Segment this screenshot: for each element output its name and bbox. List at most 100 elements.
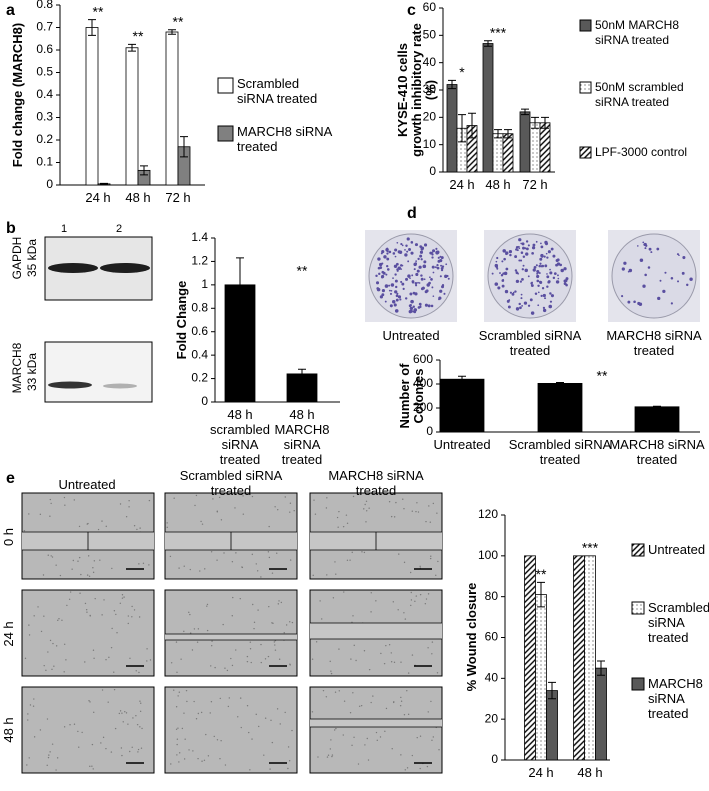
- cell: [55, 645, 58, 647]
- x-tick-label: MARCH8 siRNA treated: [609, 437, 705, 467]
- colony: [659, 279, 662, 282]
- error-bar: [180, 136, 188, 158]
- annotation: ***: [490, 25, 507, 41]
- colony: [627, 300, 631, 304]
- cell: [368, 507, 370, 509]
- cell: [47, 756, 50, 759]
- colony: [406, 250, 409, 253]
- colony: [552, 254, 556, 258]
- cell: [138, 671, 140, 674]
- cell: [146, 648, 148, 650]
- cell: [63, 726, 66, 728]
- error-bar: [236, 257, 244, 313]
- colony: [520, 297, 523, 300]
- colony: [504, 289, 509, 294]
- cell: [216, 739, 219, 741]
- colony: [415, 272, 419, 277]
- colony: [556, 258, 560, 262]
- colony: [414, 292, 418, 296]
- colony: [501, 284, 505, 288]
- cell: [113, 671, 115, 673]
- cell: [315, 641, 318, 643]
- colony: [514, 255, 518, 259]
- cell: [220, 519, 223, 521]
- cell: [376, 739, 378, 742]
- cell: [436, 672, 439, 674]
- colony: [431, 253, 434, 256]
- cell: [173, 689, 175, 691]
- colony: [389, 304, 393, 308]
- cell: [137, 751, 139, 753]
- colony: [383, 255, 387, 259]
- colony: [686, 283, 689, 287]
- colony: [537, 284, 540, 287]
- cell: [129, 750, 131, 753]
- cell: [267, 551, 270, 553]
- cell: [424, 603, 427, 605]
- colony: [512, 291, 515, 294]
- colony: [530, 282, 533, 285]
- colony: [519, 306, 522, 310]
- cell: [32, 705, 35, 707]
- cell: [397, 609, 399, 611]
- colony: [405, 244, 408, 248]
- colony: [430, 304, 434, 308]
- cell: [88, 700, 90, 702]
- cell: [250, 661, 252, 664]
- cell: [393, 701, 395, 703]
- column-header: Untreated: [58, 477, 116, 492]
- colony: [409, 277, 411, 280]
- colony: [404, 253, 408, 257]
- bar: [537, 382, 583, 433]
- cell: [28, 634, 31, 636]
- cell: [78, 525, 81, 528]
- cell: [380, 652, 382, 655]
- colony: [386, 268, 390, 271]
- y-tick-label: 0.5: [36, 65, 53, 79]
- colony: [536, 279, 540, 283]
- cell: [239, 597, 241, 600]
- cell: [110, 646, 113, 649]
- colony: [400, 280, 403, 283]
- colony: [440, 256, 444, 260]
- colony: [497, 286, 501, 290]
- colony: [633, 300, 636, 304]
- cell: [400, 696, 402, 699]
- cell: [429, 557, 432, 560]
- cell: [293, 509, 295, 512]
- cell: [410, 604, 412, 607]
- cell: [313, 499, 315, 501]
- cell: [88, 575, 91, 577]
- cell: [390, 661, 393, 663]
- cell: [342, 525, 345, 528]
- colony: [548, 304, 553, 309]
- colony: [519, 280, 522, 283]
- colony: [550, 294, 554, 298]
- colony: [529, 298, 533, 302]
- cell: [45, 669, 47, 672]
- colony: [440, 269, 444, 272]
- colony: [518, 238, 522, 242]
- cell: [365, 500, 368, 502]
- lane-label: 1: [61, 223, 68, 235]
- colony: [400, 242, 403, 246]
- cell: [235, 649, 237, 651]
- wound-image: [164, 686, 298, 774]
- colony: [515, 248, 518, 251]
- colony: [521, 278, 524, 281]
- colony: [422, 286, 425, 290]
- colony: [394, 279, 398, 283]
- y-tick-label: 0: [46, 177, 53, 191]
- blot-band: [100, 263, 150, 273]
- bar: [546, 690, 558, 761]
- cell: [388, 501, 391, 503]
- y-tick-label: 0.2: [36, 132, 53, 146]
- cell: [131, 605, 133, 608]
- cell: [383, 662, 386, 665]
- colony: [501, 260, 504, 263]
- colony: [565, 277, 569, 281]
- cell: [178, 761, 180, 763]
- cell: [84, 661, 86, 663]
- cell: [40, 630, 43, 633]
- cell: [411, 654, 414, 656]
